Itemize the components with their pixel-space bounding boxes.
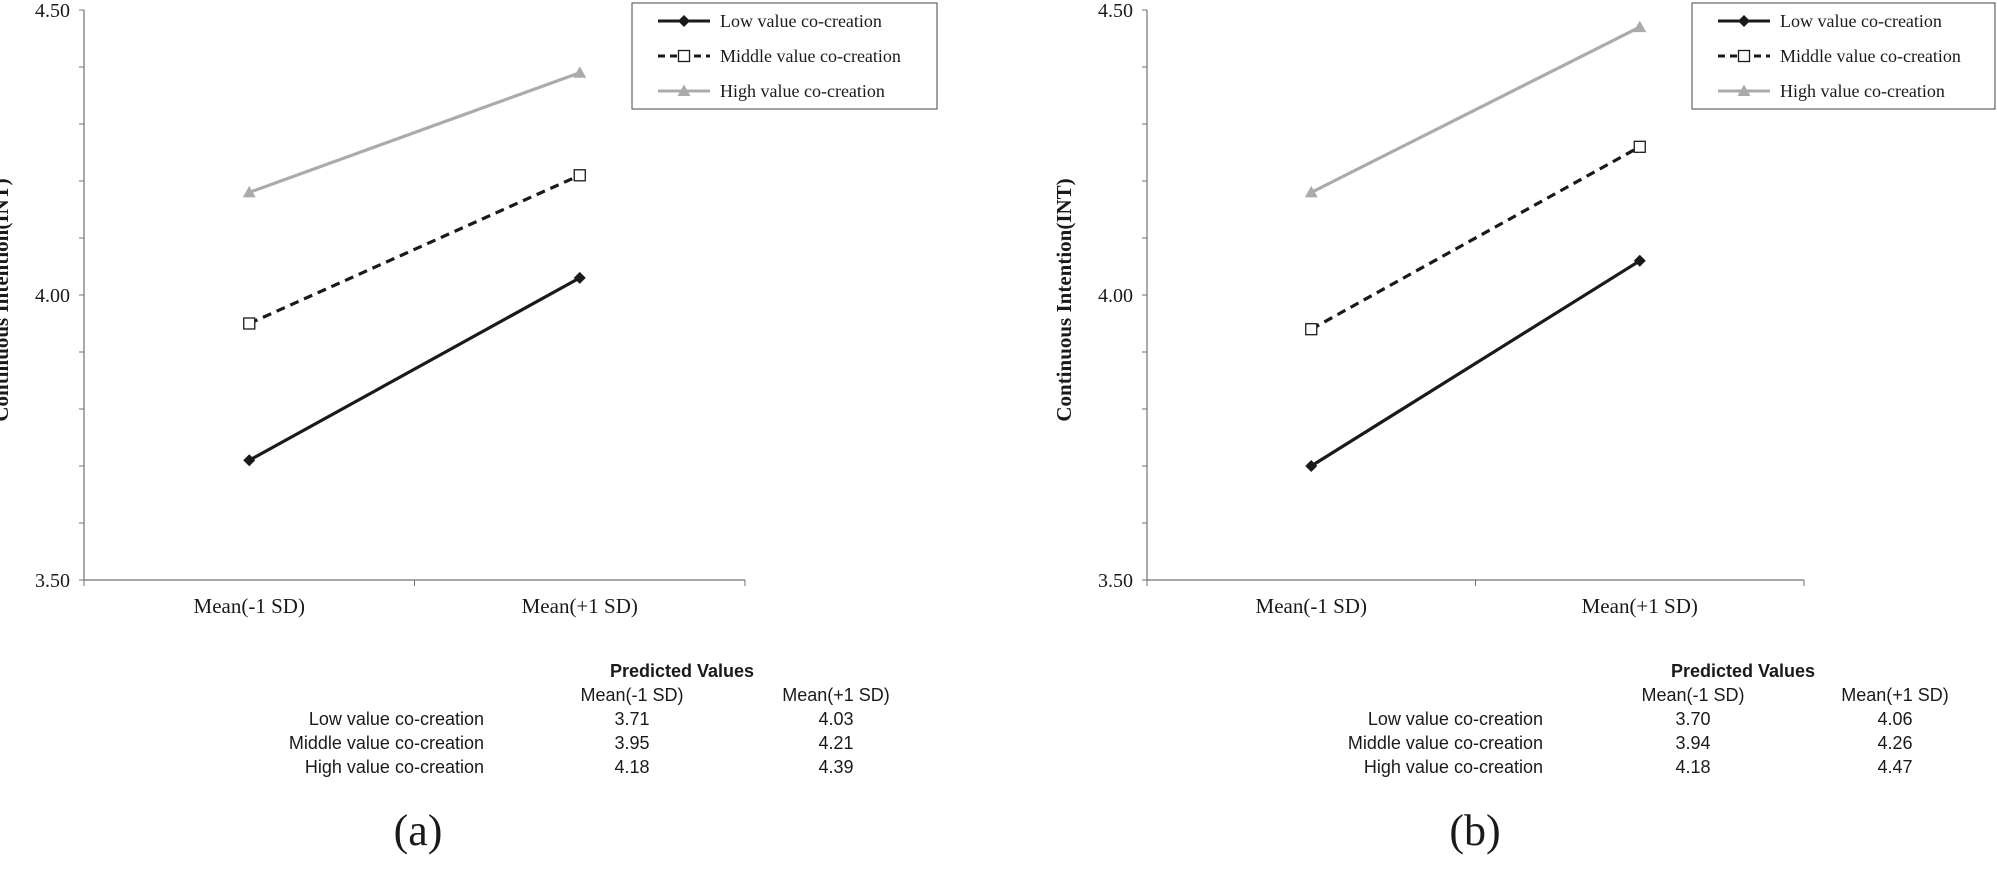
data-point-high-1: [1633, 20, 1647, 33]
table-cell: 3.70: [1675, 709, 1710, 729]
table-column-header: Mean(+1 SD): [782, 685, 890, 705]
table-title: Predicted Values: [1671, 661, 1815, 681]
data-point-high-0: [242, 185, 256, 198]
data-point-low-1: [573, 271, 586, 284]
data-point-middle-1: [573, 169, 586, 182]
legend-marker-low: [678, 15, 690, 27]
table-cell: 3.94: [1675, 733, 1710, 753]
table-cell: 3.95: [614, 733, 649, 753]
data-point-low-0: [1305, 460, 1318, 472]
data-point-middle-0: [1305, 323, 1318, 336]
table-row-label: Middle value co-creation: [1348, 733, 1543, 753]
legend: Low value co-creation Middle value co-cre…: [631, 2, 938, 110]
legend-marker-middle: [677, 49, 691, 63]
y-tick-label: 4.00: [35, 285, 70, 307]
legend-label-middle: Middle value co-creation: [720, 46, 901, 66]
legend-marker-low: [1738, 15, 1750, 27]
table-row-label: Low value co-creation: [1368, 709, 1543, 729]
x-tick-label: Mean(-1 SD): [1256, 594, 1367, 618]
table-cell: 4.03: [818, 709, 853, 729]
x-tick-label: Mean(+1 SD): [522, 594, 638, 618]
y-tick-label: 4.50: [1098, 0, 1133, 22]
table-cell: 4.06: [1877, 709, 1912, 729]
table-row-label: Middle value co-creation: [289, 733, 484, 753]
table-cell: 4.21: [818, 733, 853, 753]
panel-label: (b): [1449, 806, 1500, 855]
series-line-middle: [248, 173, 581, 325]
table-row-label: High value co-creation: [305, 757, 484, 777]
y-axis-title: Continuous Intention(INT): [0, 178, 13, 421]
legend-label-low: Low value co-creation: [720, 11, 882, 31]
table-cell: 4.39: [818, 757, 853, 777]
series-line-low: [1310, 259, 1641, 468]
panel-b: 3.50 4.00 4.50 Mean(-1 SD) Mean(+1 SD) Contin…: [1052, 0, 1996, 855]
y-tick-label: 3.50: [1098, 570, 1133, 592]
data-point-middle-0: [243, 317, 256, 330]
table-cell: 3.71: [614, 709, 649, 729]
series-line-high: [248, 71, 581, 194]
table-title: Predicted Values: [610, 661, 754, 681]
legend-label-low: Low value co-creation: [1780, 11, 1942, 31]
panel-label: (a): [394, 806, 443, 855]
series-line-low: [248, 276, 581, 462]
y-tick-label: 4.00: [1098, 285, 1133, 307]
table-cell: 4.26: [1877, 733, 1912, 753]
y-tick-label: 4.50: [35, 0, 70, 22]
table-cell: 4.47: [1877, 757, 1912, 777]
panel-a: 3.50 4.00 4.50 Mean(-1 SD) Mean(+1 SD) Contin…: [0, 0, 938, 855]
table-column-header: Mean(-1 SD): [1641, 685, 1744, 705]
y-axis-title: Continuous Intention(INT): [1052, 178, 1076, 421]
table-row-label: Low value co-creation: [309, 709, 484, 729]
legend-marker-high: [677, 84, 691, 96]
data-point-low-0: [243, 454, 256, 467]
x-tick-label: Mean(-1 SD): [194, 594, 305, 618]
legend-marker-high: [1737, 84, 1751, 96]
predicted-values-table: Predicted Values Mean(-1 SD) Mean(+1 SD) Lo…: [289, 661, 890, 777]
series-line-middle: [1310, 145, 1641, 331]
table-column-header: Mean(-1 SD): [580, 685, 683, 705]
table-cell: 4.18: [1675, 757, 1710, 777]
table-column-header: Mean(+1 SD): [1841, 685, 1949, 705]
legend-label-high: High value co-creation: [1780, 81, 1945, 101]
legend: Low value co-creation Middle value co-cre…: [1691, 2, 1996, 110]
data-point-low-1: [1633, 254, 1646, 267]
legend-marker-middle: [1737, 49, 1751, 63]
data-point-middle-1: [1633, 140, 1646, 153]
data-point-high-1: [573, 66, 587, 78]
x-tick-label: Mean(+1 SD): [1582, 594, 1698, 618]
table-cell: 4.18: [614, 757, 649, 777]
legend-label-high: High value co-creation: [720, 81, 885, 101]
legend-label-middle: Middle value co-creation: [1780, 46, 1961, 66]
y-tick-label: 3.50: [35, 570, 70, 592]
series-line-high: [1310, 25, 1641, 194]
predicted-values-table: Predicted Values Mean(-1 SD) Mean(+1 SD) Lo…: [1348, 661, 1949, 777]
table-row-label: High value co-creation: [1364, 757, 1543, 777]
data-point-high-0: [1304, 185, 1318, 198]
